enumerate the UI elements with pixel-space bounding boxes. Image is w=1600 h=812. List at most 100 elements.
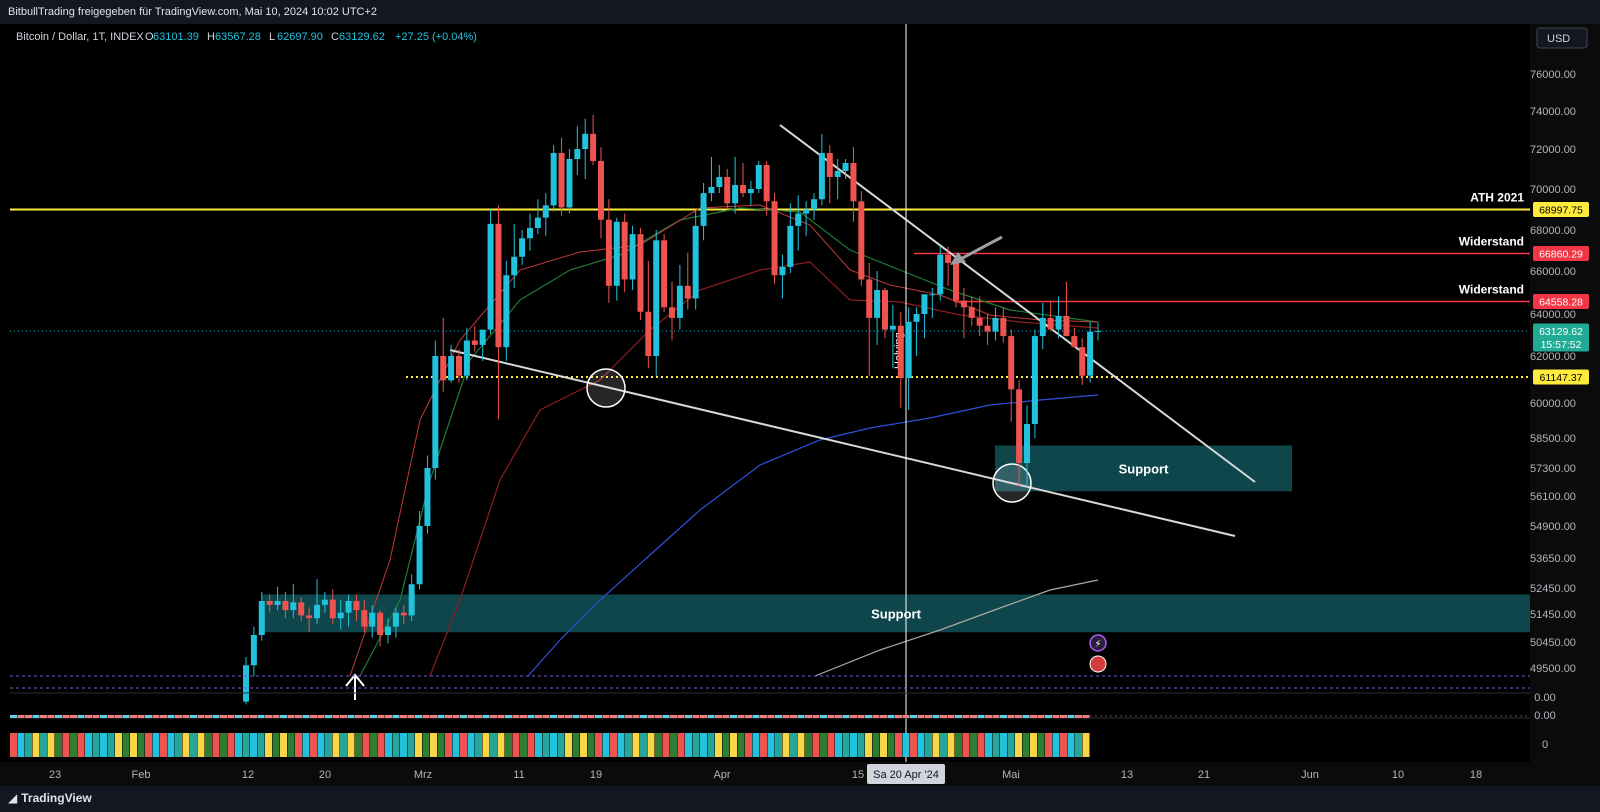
macd-bar	[910, 715, 917, 718]
macd-bar	[497, 715, 505, 718]
macd-bar	[77, 715, 85, 718]
histogram-bar	[317, 733, 325, 757]
histogram-bar	[707, 733, 715, 757]
candle-body	[921, 294, 928, 314]
candle-body	[250, 635, 257, 666]
histogram-bar	[730, 733, 737, 757]
candle-body	[716, 177, 723, 187]
price-axis-tick: 62000.00	[1530, 351, 1576, 363]
macd-bar	[1060, 715, 1067, 718]
macd-bar	[940, 715, 947, 718]
candle-body	[1063, 315, 1070, 337]
candle-body	[834, 171, 841, 177]
candle-body	[676, 285, 683, 318]
candle-body	[945, 254, 952, 263]
histogram-bar	[182, 733, 190, 757]
histogram-bar	[647, 733, 655, 757]
histogram-bar	[1007, 733, 1015, 757]
time-axis-tick: Mai	[1002, 769, 1020, 781]
price-chart[interactable]: Support Support ATH 2021 Widerstand Widersta…	[0, 24, 1600, 786]
macd-bar	[415, 715, 422, 718]
histogram-bar	[790, 733, 797, 757]
histogram-bar	[430, 733, 437, 757]
histogram-bar	[850, 733, 857, 757]
histogram-bar	[820, 733, 827, 757]
macd-bar	[1007, 715, 1015, 718]
tradingview-logo[interactable]: ◢ TradingView	[8, 791, 92, 805]
histogram-bar	[910, 733, 917, 757]
histogram-bar	[767, 733, 775, 757]
macd-bar	[685, 715, 692, 718]
macd-bar	[932, 715, 940, 718]
candle-body	[574, 149, 581, 159]
macd-bar	[925, 715, 932, 718]
macd-bar	[670, 715, 677, 718]
histogram-bar	[700, 733, 707, 757]
candle-body	[913, 314, 920, 322]
candle-body	[337, 612, 344, 619]
macd-bar	[917, 715, 925, 718]
candle-body	[992, 317, 999, 332]
candle-body	[613, 221, 620, 286]
histogram-bar	[640, 733, 647, 757]
macd-bar	[212, 715, 220, 718]
price-axis-background	[1530, 24, 1600, 786]
candle-body	[621, 221, 628, 280]
histogram-bar	[332, 733, 340, 757]
candle-body	[1095, 330, 1101, 332]
macd-bar	[895, 715, 902, 718]
candle-body	[353, 601, 360, 611]
macd-bar	[400, 715, 407, 718]
histogram-bar	[325, 733, 332, 757]
histogram-bar	[835, 733, 842, 757]
time-axis-tick: 18	[1470, 769, 1482, 781]
publisher-text: BitbullTrading freigegeben für TradingVi…	[8, 6, 378, 18]
histogram-bar	[782, 733, 790, 757]
candle-body	[984, 325, 991, 332]
macd-bar	[205, 715, 212, 718]
histogram-bar	[355, 733, 362, 757]
macd-bar	[985, 715, 992, 718]
histogram-bar	[670, 733, 677, 757]
histogram-bar	[535, 733, 542, 757]
candle-body	[274, 601, 281, 605]
macd-bar	[835, 715, 842, 718]
histogram-bar	[752, 733, 760, 757]
candle-body	[1079, 347, 1086, 376]
price-axis-tick: 53650.00	[1530, 553, 1576, 565]
histogram-bar	[340, 733, 347, 757]
currency-button[interactable]	[1536, 27, 1588, 49]
time-axis-tick: 13	[1121, 769, 1133, 781]
change-value: +27.25 (+0.04%)	[395, 31, 477, 43]
crosshair-date-badge	[867, 764, 945, 784]
histogram-bar	[677, 733, 685, 757]
macd-bar	[610, 715, 617, 718]
candle-body	[976, 317, 983, 326]
macd-bar	[130, 715, 137, 718]
price-axis-tick: 68000.00	[1530, 225, 1576, 237]
macd-bar	[1037, 715, 1045, 718]
candle-body	[306, 615, 313, 619]
macd-bar	[175, 715, 182, 718]
macd-bar	[572, 715, 580, 718]
histogram-bar	[377, 733, 385, 757]
candle-body	[329, 599, 336, 619]
candle-body	[905, 321, 912, 379]
candle-body	[243, 665, 249, 702]
price-flag	[1533, 323, 1589, 352]
histogram-bar	[167, 733, 175, 757]
histogram-bar	[617, 733, 625, 757]
macd-bar	[550, 715, 557, 718]
macd-bar	[257, 715, 265, 718]
candle-body	[747, 189, 754, 194]
macd-bar	[820, 715, 827, 718]
candle-body	[282, 601, 289, 611]
candle-body	[511, 256, 518, 276]
macd-bar	[62, 715, 70, 718]
histogram-bar	[242, 733, 250, 757]
candle-body	[1016, 389, 1023, 463]
macd-bar	[355, 715, 362, 718]
histogram-bar	[685, 733, 692, 757]
candle-body	[582, 133, 589, 149]
price-flag	[1533, 202, 1589, 217]
